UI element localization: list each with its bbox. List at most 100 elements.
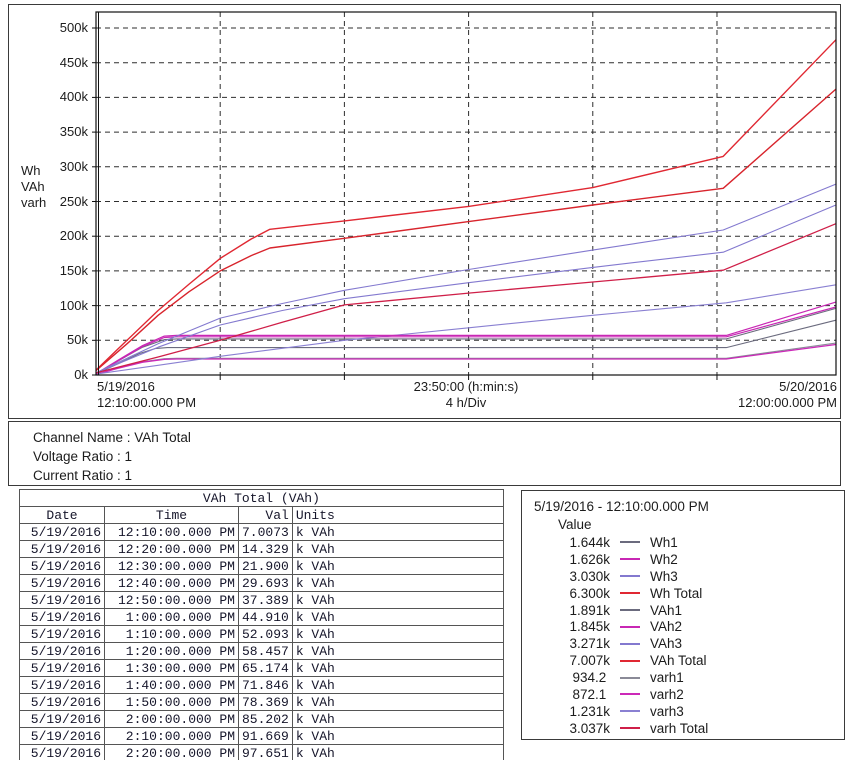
- y-tick-label: 150k: [59, 262, 88, 278]
- series-vah-total: [95, 39, 837, 371]
- cell-units: k VAh: [291, 540, 504, 558]
- x-end-time: 12:00:00.000 PM: [737, 395, 837, 410]
- y-unit-wh: Wh: [21, 163, 41, 178]
- x-start-time: 12:10:00.000 PM: [97, 395, 197, 410]
- legend-value: 1.231k: [569, 703, 610, 719]
- cell-date: 5/19/2016: [19, 625, 105, 643]
- cell-val: 21.900: [238, 557, 293, 575]
- legend-item-vah-total: 7.007k VAh Total: [534, 652, 844, 669]
- table-row: 5/19/2016 1:10:00.000 PM 52.093 k VAh: [19, 625, 504, 643]
- table-row: 5/19/2016 1:50:00.000 PM 78.369 k VAh: [19, 693, 504, 711]
- cell-date: 5/19/2016: [19, 744, 105, 760]
- cell-units: k VAh: [291, 710, 504, 728]
- table-title: VAh Total (VAh): [19, 489, 504, 507]
- legend-value: 1.644k: [569, 534, 610, 550]
- cell-time: 1:50:00.000 PM: [104, 693, 239, 711]
- cell-time: 12:50:00.000 PM: [104, 591, 239, 609]
- series-wh-total: [95, 88, 837, 372]
- table-row: 5/19/2016 2:20:00.000 PM 97.651 k VAh: [19, 744, 504, 760]
- cell-val: 14.329: [238, 540, 293, 558]
- cell-time: 2:10:00.000 PM: [104, 727, 239, 745]
- cell-val: 85.202: [238, 710, 293, 728]
- legend-item-vah3: 3.271k VAh3: [534, 635, 844, 652]
- y-unit-vah: VAh: [21, 179, 45, 194]
- x-span-duration: 23:50:00 (h:min:s): [413, 379, 519, 394]
- cell-units: k VAh: [291, 676, 504, 694]
- table-title-row: VAh Total (VAh): [19, 489, 504, 507]
- cell-units: k VAh: [291, 642, 504, 660]
- y-tick-label: 500k: [59, 20, 88, 35]
- legend-value: 6.300k: [569, 585, 610, 601]
- cell-date: 5/19/2016: [19, 727, 105, 745]
- legend-color-swatch: [620, 541, 640, 544]
- table-row: 5/19/2016 2:10:00.000 PM 91.669 k VAh: [19, 727, 504, 745]
- legend-item-vah2: 1.845k VAh2: [534, 618, 844, 635]
- x-axis-end-label: 5/20/2016 12:00:00.000 PM: [637, 379, 837, 411]
- y-tick-label: 100k: [59, 297, 88, 313]
- legend-color-swatch: [620, 592, 640, 595]
- x-axis-span-label: 23:50:00 (h:min:s) 4 h/Div: [316, 379, 616, 411]
- table-row: 5/19/2016 12:20:00.000 PM 14.329 k VAh: [19, 540, 504, 558]
- legend-color-swatch: [620, 575, 640, 578]
- series-vah2: [95, 301, 837, 375]
- x-axis-start-label: 5/19/2016 12:10:00.000 PM: [97, 379, 317, 411]
- cursor-values-panel: 5/19/2016 - 12:10:00.000 PM Value 1.644k…: [521, 490, 845, 740]
- table-row: 5/19/2016 12:30:00.000 PM 21.900 k VAh: [19, 557, 504, 575]
- cell-val: 58.457: [238, 642, 293, 660]
- legend-label: VAh1: [650, 602, 683, 618]
- legend-value: 3.271k: [569, 636, 610, 652]
- legend-item-varh3: 1.231k varh3: [534, 703, 844, 720]
- legend-item-wh3: 3.030k Wh3: [534, 568, 844, 585]
- legend-color-swatch: [620, 642, 640, 645]
- y-tick-label: 400k: [59, 89, 88, 105]
- legend-label: VAh2: [650, 619, 683, 635]
- legend-label: Wh1: [650, 534, 678, 550]
- series-wh3: [95, 204, 837, 374]
- current-ratio-line: Current Ratio : 1: [33, 468, 133, 483]
- cell-date: 5/19/2016: [19, 608, 105, 626]
- legend-color-swatch: [620, 676, 640, 679]
- legend-label: varh Total: [650, 720, 709, 736]
- legend-value: 1.626k: [569, 551, 610, 567]
- legend-items: 1.644k Wh1 1.626k Wh2 3.030k Wh3 6.300k Wh Tota…: [534, 534, 844, 737]
- cell-units: k VAh: [291, 591, 504, 609]
- cell-date: 5/19/2016: [19, 540, 105, 558]
- legend-value: 1.891k: [569, 602, 610, 618]
- table-row: 5/19/2016 12:50:00.000 PM 37.389 k VAh: [19, 591, 504, 609]
- legend-item-varh1: 934.2 varh1: [534, 669, 844, 686]
- cell-units: k VAh: [291, 523, 504, 541]
- legend-value: 872.1: [572, 686, 610, 702]
- cell-val: 71.846: [238, 676, 293, 694]
- x-start-date: 5/19/2016: [97, 379, 155, 394]
- cell-val: 52.093: [238, 625, 293, 643]
- legend-value: 934.2: [572, 670, 610, 686]
- legend-item-wh2: 1.626k Wh2: [534, 551, 844, 568]
- y-axis-unit-label: Wh VAh varh: [21, 163, 46, 211]
- series-varh2: [95, 343, 836, 376]
- table-row: 5/19/2016 12:10:00.000 PM 7.0073 k VAh: [19, 523, 504, 541]
- cell-units: k VAh: [291, 693, 504, 711]
- table-row: 5/19/2016 1:00:00.000 PM 44.910 k VAh: [19, 608, 504, 626]
- cell-date: 5/19/2016: [19, 574, 105, 592]
- cell-date: 5/19/2016: [19, 659, 105, 677]
- y-unit-varh: varh: [21, 195, 47, 210]
- legend-label: Wh2: [650, 551, 678, 567]
- cell-val: 97.651: [238, 744, 293, 760]
- legend-label: varh1: [650, 670, 684, 686]
- cell-time: 1:20:00.000 PM: [104, 642, 239, 660]
- chart-plot-area[interactable]: [91, 11, 839, 382]
- cell-date: 5/19/2016: [19, 710, 105, 728]
- cell-time: 12:40:00.000 PM: [104, 574, 239, 592]
- column-header-units: Units: [291, 506, 504, 524]
- legend-color-swatch: [620, 609, 640, 611]
- legend-value: 3.037k: [569, 720, 610, 736]
- legend-item-varh2: 872.1 varh2: [534, 686, 844, 703]
- legend-label: Wh3: [650, 568, 678, 584]
- channel-info-panel: Channel Name : VAh Total Voltage Ratio :…: [8, 421, 841, 486]
- cell-val: 65.174: [238, 659, 293, 677]
- legend-color-swatch: [620, 693, 640, 696]
- cell-units: k VAh: [291, 625, 504, 643]
- cell-time: 12:20:00.000 PM: [104, 540, 239, 558]
- y-tick-label: 250k: [59, 193, 88, 209]
- cell-date: 5/19/2016: [19, 642, 105, 660]
